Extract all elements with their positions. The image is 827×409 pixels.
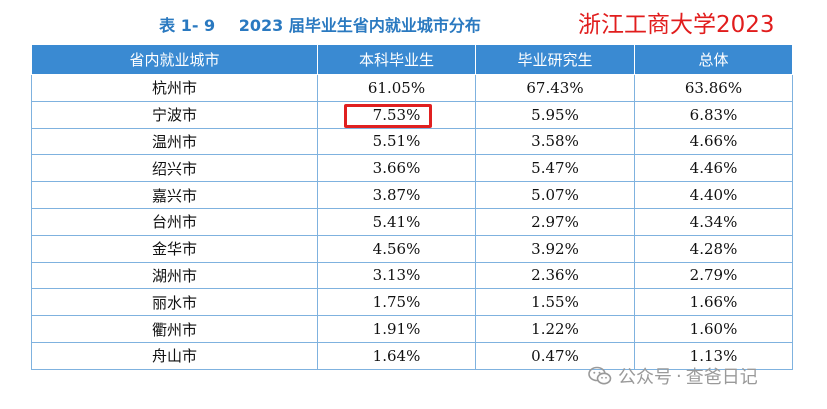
table-row: 宁波市 7.53% 5.95% 6.83% xyxy=(31,100,793,129)
city-cell: 宁波市 xyxy=(31,100,318,129)
table-row: 绍兴市 3.66% 5.47% 4.46% xyxy=(31,154,793,183)
table-row: 舟山市 1.64% 0.47% 1.13% xyxy=(31,341,793,370)
city-cell: 绍兴市 xyxy=(31,154,318,183)
undergrad-cell: 61.05% xyxy=(317,74,476,102)
highlight-box xyxy=(344,104,432,128)
overall-cell: 2.79% xyxy=(634,261,793,290)
overall-cell: 1.60% xyxy=(634,315,793,343)
postgrad-cell: 0.47% xyxy=(475,341,635,370)
city-cell: 金华市 xyxy=(31,234,318,263)
undergrad-cell: 3.66% xyxy=(317,154,476,183)
table-row: 嘉兴市 3.87% 5.07% 4.40% xyxy=(31,181,793,209)
overall-cell: 4.46% xyxy=(634,154,793,183)
overall-cell: 4.28% xyxy=(634,234,793,263)
undergrad-cell: 3.87% xyxy=(317,181,476,209)
city-cell: 丽水市 xyxy=(31,288,318,317)
city-cell: 杭州市 xyxy=(31,74,318,102)
undergrad-cell: 5.41% xyxy=(317,207,476,236)
city-cell: 湖州市 xyxy=(31,261,318,290)
postgrad-cell: 5.95% xyxy=(475,100,635,129)
undergrad-cell: 4.56% xyxy=(317,234,476,263)
table-row: 台州市 5.41% 2.97% 4.34% xyxy=(31,207,793,236)
postgrad-cell: 1.22% xyxy=(475,315,635,343)
city-cell: 嘉兴市 xyxy=(31,181,318,209)
overall-cell: 1.66% xyxy=(634,288,793,317)
overlay-red-text: 浙江工商大学2023 xyxy=(578,12,775,38)
table-title: 2023 届毕业生省内就业城市分布 xyxy=(238,16,481,35)
table-header-row: 省内就业城市 本科毕业生 毕业研究生 总体 xyxy=(31,45,793,75)
overall-cell: 6.83% xyxy=(634,100,793,129)
postgrad-cell: 67.43% xyxy=(475,74,635,102)
table-row: 湖州市 3.13% 2.36% 2.79% xyxy=(31,261,793,290)
table-caption: 表 1- 9 2023 届毕业生省内就业城市分布 xyxy=(0,14,640,38)
overall-cell: 4.40% xyxy=(634,181,793,209)
wechat-icon xyxy=(588,366,612,385)
overall-cell: 63.86% xyxy=(634,74,793,102)
watermark-separator: · xyxy=(676,365,682,387)
overall-cell: 4.34% xyxy=(634,207,793,236)
postgrad-cell: 1.55% xyxy=(475,288,635,317)
city-cell: 舟山市 xyxy=(31,341,318,370)
postgrad-cell: 5.47% xyxy=(475,154,635,183)
table-number: 表 1- 9 xyxy=(159,16,216,35)
overall-cell: 4.66% xyxy=(634,127,793,156)
header-postgrad: 毕业研究生 xyxy=(475,45,635,75)
undergrad-cell: 5.51% xyxy=(317,127,476,156)
postgrad-cell: 2.36% xyxy=(475,261,635,290)
header-overall: 总体 xyxy=(634,45,793,75)
undergrad-cell: 3.13% xyxy=(317,261,476,290)
header-city: 省内就业城市 xyxy=(31,45,318,75)
watermark-account-name: 查爸日记 xyxy=(685,367,758,388)
postgrad-cell: 3.92% xyxy=(475,234,635,263)
table-row: 衢州市 1.91% 1.22% 1.60% xyxy=(31,315,793,343)
undergrad-cell: 1.91% xyxy=(317,315,476,343)
table-row: 杭州市 61.05% 67.43% 63.86% xyxy=(31,74,793,102)
table-row: 丽水市 1.75% 1.55% 1.66% xyxy=(31,288,793,317)
overall-cell: 1.13% xyxy=(634,341,793,370)
watermark-prefix: 公众号 xyxy=(618,367,672,388)
header-undergrad: 本科毕业生 xyxy=(317,45,476,75)
postgrad-cell: 2.97% xyxy=(475,207,635,236)
postgrad-cell: 5.07% xyxy=(475,181,635,209)
city-cell: 温州市 xyxy=(31,127,318,156)
table-row: 温州市 5.51% 3.58% 4.66% xyxy=(31,127,793,156)
city-cell: 衢州市 xyxy=(31,315,318,343)
employment-city-table: 省内就业城市 本科毕业生 毕业研究生 总体 杭州市 61.05% 67.43% … xyxy=(31,45,793,370)
city-cell: 台州市 xyxy=(31,207,318,236)
undergrad-cell: 1.64% xyxy=(317,341,476,370)
postgrad-cell: 3.58% xyxy=(475,127,635,156)
table-row: 金华市 4.56% 3.92% 4.28% xyxy=(31,234,793,263)
undergrad-cell: 1.75% xyxy=(317,288,476,317)
watermark: 公众号 · 查爸日记 xyxy=(588,362,758,390)
